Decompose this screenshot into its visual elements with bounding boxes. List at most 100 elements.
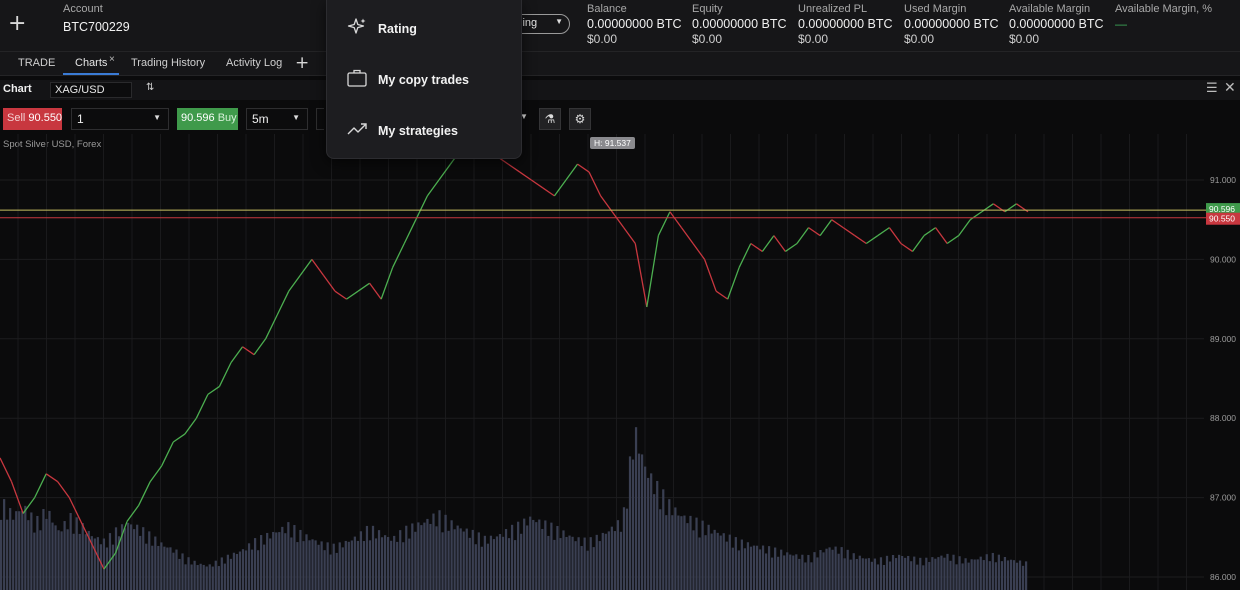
price-segment <box>265 314 278 340</box>
volume-bar <box>589 537 592 590</box>
volume-bar <box>647 477 650 590</box>
volume-bar <box>250 549 254 590</box>
price-segment <box>761 235 775 252</box>
price-segment <box>911 235 925 252</box>
volume-bar <box>644 466 647 590</box>
price-segment <box>542 187 555 197</box>
account-id: BTC700229 <box>63 20 130 34</box>
volume-bar <box>1012 560 1016 590</box>
volume-bar <box>931 557 934 590</box>
price-segment <box>253 338 267 356</box>
volume-bar <box>220 557 223 590</box>
chart-type-select[interactable] <box>316 108 324 130</box>
volume-bar <box>556 526 559 590</box>
volume-bar <box>595 534 598 590</box>
price-segment <box>57 481 70 498</box>
briefcase-icon <box>347 69 367 87</box>
price-segment <box>727 267 740 300</box>
volume-bar <box>429 523 432 590</box>
volume-bar <box>550 522 553 590</box>
price-segment <box>565 163 579 181</box>
volume-bar <box>653 494 656 590</box>
volume-bar <box>973 559 976 590</box>
price-segment <box>588 171 602 197</box>
close-tab-icon[interactable]: × <box>109 54 115 65</box>
volume-bar <box>961 563 964 590</box>
volume-bar <box>665 515 668 590</box>
volume-bar <box>353 536 356 590</box>
price-segment <box>0 457 13 483</box>
volume-bar <box>604 533 607 590</box>
volume-bar <box>63 521 66 590</box>
flask-icon[interactable]: ⚗ <box>539 108 561 130</box>
volume-bar <box>102 538 106 590</box>
volume-bar <box>0 519 3 590</box>
volume-bar <box>526 525 529 590</box>
volume-bar <box>130 524 133 590</box>
volume-bar <box>302 541 305 590</box>
volume-bar <box>335 552 338 590</box>
volume-bar <box>447 530 450 590</box>
buy-button[interactable]: 90.596 Buy <box>177 108 238 130</box>
tab-activity-log[interactable]: Activity Log <box>226 57 283 69</box>
tab-trading-history[interactable]: Trading History <box>131 57 206 69</box>
volume-bar <box>33 532 36 590</box>
metric-label: Used Margin <box>904 3 967 15</box>
active-tab-indicator <box>63 73 119 75</box>
menu-item-rating[interactable]: Rating <box>327 4 523 48</box>
price-segment <box>195 394 209 419</box>
gear-icon[interactable]: ⚙ <box>569 108 591 130</box>
price-segment <box>207 385 220 395</box>
volume-bar <box>148 531 151 590</box>
volume-bar <box>964 558 967 590</box>
volume-bars <box>0 427 1028 590</box>
price-segment <box>299 259 313 276</box>
sell-button[interactable]: Sell 90.550 <box>3 108 62 130</box>
volume-bar <box>42 509 45 590</box>
close-panel-icon[interactable]: ✕ <box>1224 80 1236 96</box>
volume-bar <box>432 513 435 590</box>
add-account-button[interactable]: + <box>8 11 27 36</box>
volume-bar <box>882 564 886 590</box>
price-segment <box>623 227 636 244</box>
volume-bar <box>66 529 69 590</box>
volume-bar <box>662 489 665 590</box>
menu-item-my-copy-trades[interactable]: My copy trades <box>327 55 523 99</box>
sparkle-icon <box>347 18 366 34</box>
price-chart[interactable]: 91.000 90.000 89.000 88.000 87.000 86.000 90.… <box>0 134 1240 590</box>
volume-bar <box>441 532 444 590</box>
volume-bar <box>801 554 804 590</box>
volume-bar <box>580 546 583 590</box>
timeframe-select[interactable]: 5m ▼ <box>246 108 308 130</box>
account-block[interactable]: Account BTC700229 <box>63 3 130 34</box>
volume-bar <box>704 535 707 590</box>
volume-bar <box>716 532 719 590</box>
quantity-select[interactable]: 1 ▼ <box>71 108 169 130</box>
volume-bar <box>504 529 508 590</box>
add-tab-button[interactable]: + <box>295 53 310 73</box>
tab-charts[interactable]: Charts <box>75 57 108 69</box>
price-segment <box>715 290 729 300</box>
volume-bar <box>982 560 985 590</box>
volume-bar <box>275 532 278 590</box>
swap-icon[interactable]: ⇅ <box>146 82 155 93</box>
volume-bar <box>93 538 96 590</box>
menu-item-my-strategies[interactable]: My strategies <box>327 106 523 150</box>
y-tick-label: 91.000 <box>1210 175 1236 185</box>
volume-bar <box>622 507 626 590</box>
volume-bar <box>299 529 302 590</box>
volume-bar <box>970 559 973 590</box>
volume-bar <box>955 564 958 590</box>
caret-down-icon[interactable]: ▼ <box>520 112 528 121</box>
volume-bar <box>507 538 511 590</box>
volume-bar <box>967 562 970 590</box>
price-segment <box>553 179 567 197</box>
hamburger-menu-icon[interactable]: ☰ <box>1206 81 1218 96</box>
volume-bar <box>976 559 979 590</box>
volume-bar <box>825 548 828 590</box>
buy-price: 90.596 <box>181 112 215 124</box>
symbol-input[interactable]: XAG/USD <box>50 82 132 98</box>
tab-trade[interactable]: TRADE <box>18 57 56 69</box>
volume-bar <box>24 505 27 590</box>
volume-bar <box>1021 565 1025 590</box>
